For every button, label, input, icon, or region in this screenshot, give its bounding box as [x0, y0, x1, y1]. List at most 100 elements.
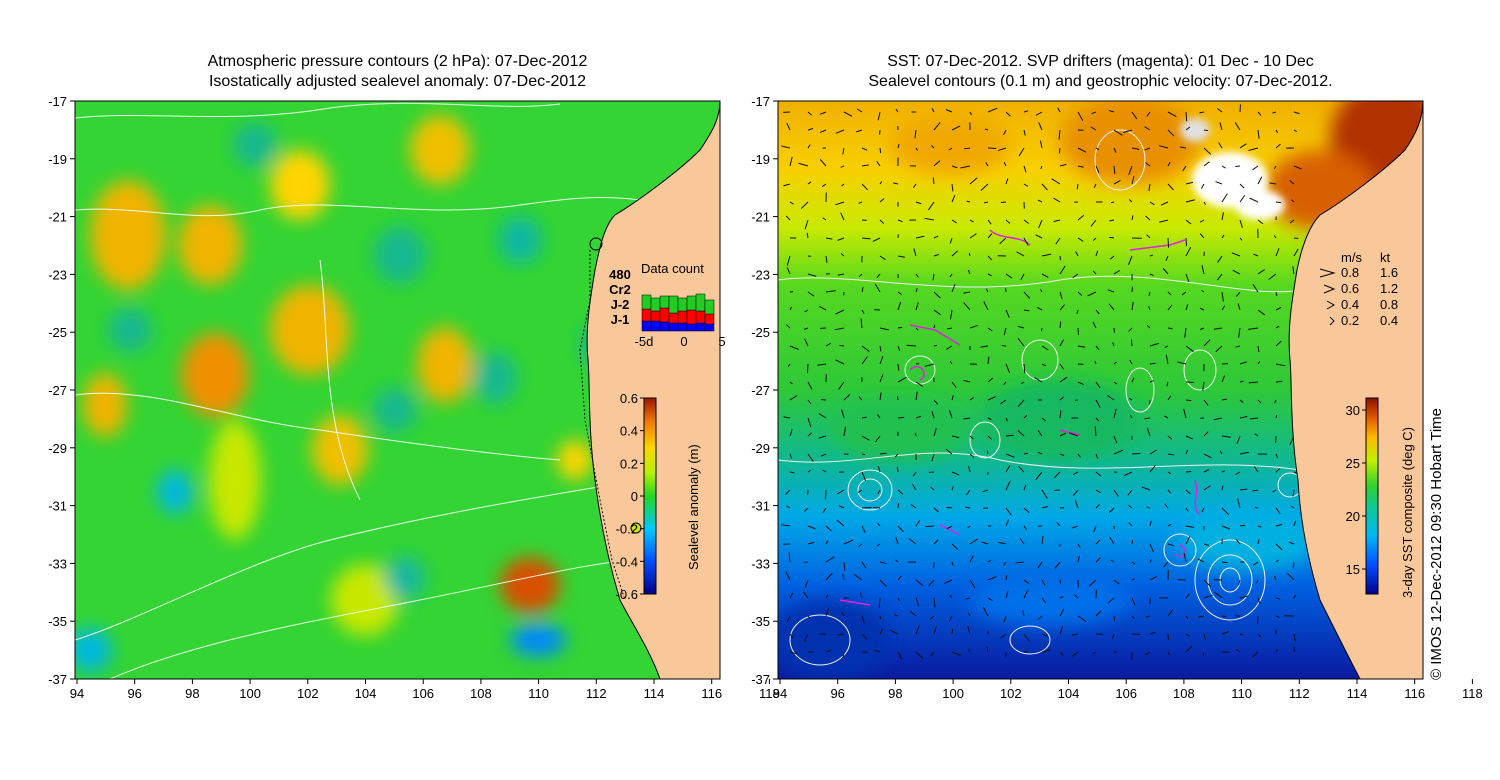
velocity-arrow — [804, 579, 809, 589]
velocity-arrow — [858, 273, 863, 278]
velocity-arrow — [1077, 237, 1084, 242]
velocity-arrow — [897, 525, 904, 533]
velocity-arrow — [1059, 163, 1067, 167]
velocity-arrow — [1238, 579, 1241, 586]
velocity-arrow — [1015, 561, 1025, 564]
velocity-arrow — [1003, 561, 1007, 566]
velocity-arrow — [785, 571, 791, 581]
velocity-legend-ms: 0.2 — [1341, 313, 1359, 328]
velocity-arrow — [1185, 111, 1188, 122]
velocity-arrow — [933, 309, 941, 316]
velocity-arrow — [1275, 325, 1280, 329]
data-count-bar — [659, 321, 670, 332]
velocity-arrow — [1077, 111, 1084, 121]
velocity-arrow — [1236, 648, 1241, 653]
velocity-arrow — [1113, 381, 1118, 385]
velocity-arrow — [825, 540, 829, 545]
velocity-arrow — [786, 255, 791, 266]
velocity-arrow — [1221, 291, 1224, 302]
velocity-arrow — [879, 579, 887, 587]
velocity-arrow — [1095, 165, 1100, 174]
velocity-arrow — [1248, 147, 1259, 152]
velocity-arrow — [1290, 505, 1295, 509]
velocity-arrow — [1185, 633, 1190, 637]
vel-header-kt: kt — [1380, 250, 1391, 265]
velocity-arrow — [1131, 215, 1134, 221]
velocity-arrow — [951, 165, 958, 169]
velocity-arrow — [1059, 304, 1065, 311]
velocity-arrow — [1093, 525, 1097, 533]
velocity-arrow — [822, 217, 827, 221]
velocity-arrow — [1023, 484, 1027, 491]
velocity-arrow — [1017, 325, 1025, 329]
velocity-arrow — [835, 309, 845, 315]
left-x-tick-label: 110 — [528, 686, 549, 701]
velocity-arrow — [807, 541, 815, 545]
velocity-arrow — [1221, 165, 1226, 169]
velocity-arrow — [1292, 266, 1295, 275]
velocity-arrow — [1109, 219, 1115, 222]
velocity-arrow — [915, 201, 922, 205]
sla-colorbar-tick-label: 0.4 — [620, 424, 638, 439]
velocity-arrow — [1203, 339, 1211, 347]
velocity-arrow — [1199, 219, 1205, 223]
velocity-arrow — [879, 219, 885, 225]
velocity-arrow — [949, 360, 953, 365]
left-axes: 94 96 98 100 102 104 106 108 110 112 114 116 118 -17 -… — [48, 94, 780, 701]
velocity-arrow — [1041, 417, 1046, 422]
velocity-arrow — [913, 248, 917, 257]
velocity-arrow — [1256, 615, 1259, 624]
velocity-arrow — [1041, 363, 1047, 367]
velocity-arrow — [1131, 597, 1136, 606]
velocity-arrow — [1005, 575, 1008, 581]
velocity-arrow — [1275, 143, 1281, 149]
velocity-arrow — [1058, 147, 1061, 154]
velocity-arrow — [997, 541, 1007, 545]
velocity-arrow — [1275, 414, 1278, 419]
velocity-arrow — [1164, 345, 1169, 348]
velocity-arrow — [841, 183, 845, 187]
velocity-arrow — [872, 237, 881, 242]
velocity-arrow — [1018, 147, 1025, 157]
velocity-arrow — [1131, 176, 1135, 185]
velocity-arrow — [960, 165, 971, 169]
velocity-arrow — [908, 538, 917, 545]
sst-colorbar-label: 3-day SST composite (deg C) — [1400, 427, 1415, 598]
velocity-arrow — [1217, 108, 1223, 113]
velocity-arrow — [969, 538, 978, 545]
velocity-arrow — [1167, 543, 1175, 547]
velocity-arrow — [1239, 219, 1243, 228]
velocity-arrow — [1113, 165, 1116, 175]
left-y-tick-label: -19 — [48, 152, 67, 167]
velocity-arrow — [819, 129, 827, 133]
velocity-arrow — [1088, 579, 1097, 587]
velocity-arrow — [1275, 453, 1279, 459]
velocity-arrow — [933, 428, 937, 437]
velocity-arrow — [968, 252, 971, 257]
right-y-tick-label: -23 — [751, 267, 770, 282]
velocity-arrow — [877, 465, 881, 473]
velocity-arrow — [879, 628, 883, 635]
velocity-arrow — [1185, 593, 1190, 599]
velocity-arrow — [1053, 197, 1061, 203]
velocity-arrow — [1071, 651, 1079, 657]
velocity-arrow — [1291, 199, 1295, 203]
velocity-arrow — [933, 597, 936, 608]
velocity-arrow — [1023, 291, 1031, 299]
velocity-arrow — [856, 129, 863, 133]
right-x-tick-label: 96 — [830, 686, 844, 701]
velocity-arrow — [965, 506, 971, 509]
velocity-arrow — [1005, 434, 1014, 437]
left-y-tick-label: -27 — [48, 383, 67, 398]
velocity-arrow — [781, 145, 791, 149]
velocity-arrow — [879, 374, 884, 383]
velocity-arrow — [1019, 538, 1025, 545]
velocity-legend: m/s kt 0.8 1.60.6 1.20.4 0.80.2 0.4 — [1319, 250, 1398, 328]
velocity-arrow — [1005, 363, 1011, 374]
velocity-arrow — [1272, 489, 1277, 493]
velocity-arrow — [944, 579, 953, 584]
velocity-arrow — [933, 344, 938, 347]
velocity-arrow — [825, 572, 833, 581]
velocity-arrow — [861, 416, 867, 419]
left-x-tick-label: 112 — [586, 686, 607, 701]
